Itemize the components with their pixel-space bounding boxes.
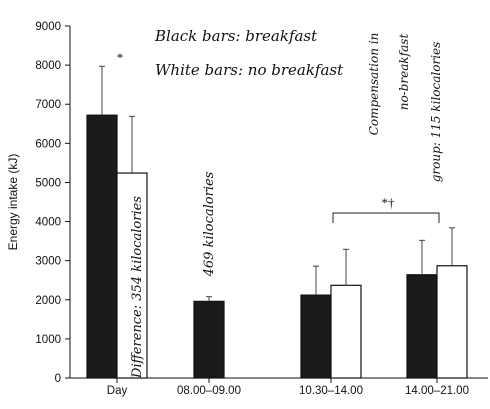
annotations-layer: * Black bars: breakfast White bars: no bre… xyxy=(117,27,443,379)
significance-bracket xyxy=(332,212,440,223)
y-tick-label: 5000 xyxy=(35,177,61,189)
annotation-compensation-1: Compensation in xyxy=(367,33,381,136)
y-tick-label: 7000 xyxy=(35,99,61,111)
significance-bracket-label: *† xyxy=(382,195,396,210)
annotation-compensation-3: group: 115 kilocalories xyxy=(429,42,443,183)
legend-breakfast: Black bars: breakfast xyxy=(154,27,318,45)
y-axis-label: Energy intake (kJ) xyxy=(6,154,20,251)
bar-breakfast xyxy=(406,274,438,379)
bar-breakfast xyxy=(300,294,332,379)
y-axis: 0 1000 2000 3000 4000 5000 6000 7000 8000 9000 xyxy=(35,21,71,385)
y-tick-label: 1000 xyxy=(35,334,61,346)
y-tick-label: 3000 xyxy=(35,256,61,268)
y-tick-label: 9000 xyxy=(35,21,61,33)
x-tick-label: Day xyxy=(107,385,128,397)
bar-no-breakfast xyxy=(330,284,362,379)
x-axis: Day 08.00–09.00 10.30–14.00 14.00–21.00 xyxy=(70,377,488,397)
error-bars-layer xyxy=(99,65,455,302)
y-tick-label: 8000 xyxy=(35,60,61,72)
annotation-compensation-2: no-breakfast xyxy=(397,34,411,111)
x-tick-label: 10.30–14.00 xyxy=(299,385,363,397)
annotation-breakfast-kcal: 469 kilocalories xyxy=(202,171,217,277)
annotation-difference: Difference: 354 kilocalories xyxy=(130,196,145,379)
bars-layer xyxy=(86,114,468,379)
bar-breakfast xyxy=(86,114,118,379)
legend-no-breakfast: White bars: no breakfast xyxy=(155,61,344,79)
x-tick-label: 08.00–09.00 xyxy=(177,385,241,397)
bar-breakfast xyxy=(193,300,225,379)
y-tick-label: 2000 xyxy=(35,295,61,307)
bar-no-breakfast xyxy=(116,172,148,379)
bar-no-breakfast xyxy=(436,265,468,379)
x-tick-label: 14.00–21.00 xyxy=(405,385,469,397)
y-tick-label: 4000 xyxy=(35,217,61,229)
y-tick-label: 0 xyxy=(55,373,61,385)
y-tick-label: 6000 xyxy=(35,138,61,150)
significance-star-day: * xyxy=(117,50,124,65)
